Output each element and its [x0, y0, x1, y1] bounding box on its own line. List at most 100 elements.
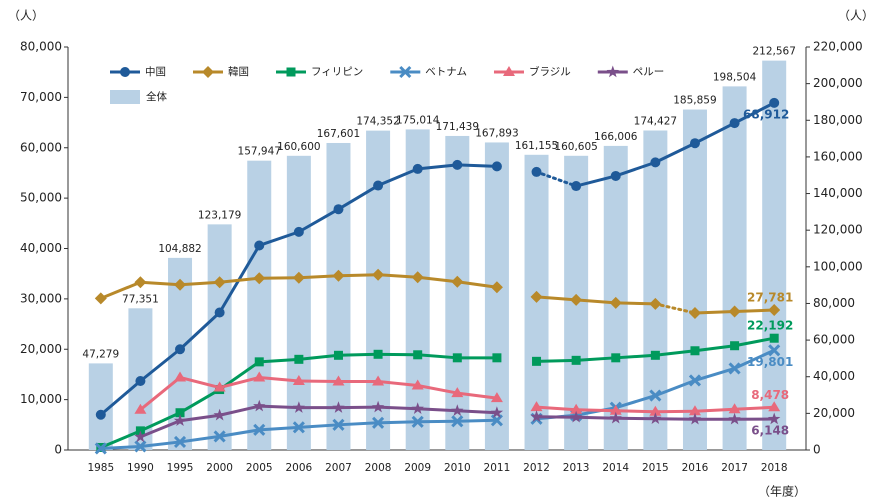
bar-value-label: 160,600 [277, 141, 320, 153]
marker [371, 400, 385, 413]
x-tick-label: 2012 [523, 462, 550, 474]
line-segment [457, 391, 498, 400]
marker [688, 306, 701, 319]
bar-value-label: 123,179 [198, 209, 241, 221]
marker [333, 204, 344, 215]
y-tick-label: 80,000 [20, 40, 62, 54]
marker [254, 240, 265, 251]
bar [722, 86, 747, 450]
line-segment [576, 298, 616, 305]
marker [134, 403, 147, 414]
line-segment [179, 434, 220, 444]
marker [213, 408, 226, 421]
line-segment [734, 405, 775, 411]
line-segment [298, 379, 339, 383]
marker [174, 371, 187, 382]
marker [531, 166, 542, 177]
x-tick-label: 2008 [365, 462, 392, 474]
line-segment [615, 394, 656, 410]
line-segment [378, 352, 418, 357]
marker [95, 409, 106, 420]
line-segment [179, 376, 221, 389]
marker [202, 66, 214, 78]
line-segment [139, 411, 181, 433]
line-segment [536, 405, 577, 412]
y2-tick-label: 160,000 [813, 149, 863, 163]
marker [649, 389, 662, 402]
marker [490, 281, 503, 294]
x-tick-label: 2007 [325, 462, 352, 474]
line-series: 22,192 [96, 319, 793, 452]
marker [332, 269, 345, 282]
line-segment [576, 408, 616, 413]
marker [134, 276, 147, 289]
marker [134, 430, 147, 443]
marker [253, 272, 266, 285]
line-segment [140, 280, 181, 287]
marker [411, 271, 424, 284]
line-segment [259, 357, 299, 364]
line-segment [258, 230, 300, 247]
line-segment [575, 174, 617, 188]
line-segment [734, 308, 775, 313]
x-tick-label: 2016 [682, 462, 709, 474]
line-segment [298, 353, 339, 361]
marker [606, 65, 619, 78]
bar [445, 135, 470, 450]
marker [728, 305, 741, 318]
marker [372, 268, 385, 281]
line-segment [655, 409, 695, 414]
bar [682, 109, 707, 451]
bar-value-label: 167,893 [475, 127, 518, 139]
bar-value-label: 157,947 [238, 146, 281, 158]
bar-value-label: 167,601 [317, 128, 360, 140]
line-segment [139, 376, 181, 411]
marker [730, 341, 740, 351]
x-tick-label: 2015 [642, 462, 669, 474]
line-segment [655, 417, 695, 421]
line-segment [378, 405, 418, 411]
x-tick-label: 2000 [206, 462, 233, 474]
marker [372, 416, 385, 429]
x-tick-label: 1985 [87, 462, 114, 474]
line-segment [653, 302, 697, 315]
bar [405, 129, 430, 450]
marker [413, 350, 423, 360]
legend-label: フィリピン [311, 66, 363, 78]
y-tick-label: 10,000 [20, 392, 62, 406]
marker [728, 412, 741, 425]
line-segment [338, 421, 379, 427]
x-tick-label: 2005 [246, 462, 273, 474]
line-segment [694, 366, 736, 382]
marker [372, 375, 385, 386]
x-tick-label: 2013 [563, 462, 590, 474]
line-segment [535, 170, 578, 188]
y2-tick-label: 100,000 [813, 259, 863, 273]
marker [373, 180, 384, 191]
line-segment [417, 384, 458, 395]
line-segment [734, 336, 775, 348]
marker [768, 412, 781, 425]
marker [452, 353, 462, 363]
line-segment [615, 353, 656, 360]
line-segment [298, 274, 339, 280]
line-value-label: 6,148 [751, 424, 789, 438]
line-segment [99, 379, 142, 416]
y-tick-label: 60,000 [20, 140, 62, 154]
bar-value-label: 171,439 [436, 121, 479, 133]
line-segment [536, 415, 577, 419]
line-segment [457, 163, 497, 168]
marker [570, 410, 583, 423]
x-tick-label: 2009 [404, 462, 431, 474]
marker [451, 415, 464, 428]
marker [333, 350, 343, 360]
line-segment [457, 409, 497, 415]
bar [484, 142, 509, 450]
line-segment [298, 207, 340, 234]
bar-value-label: 166,006 [594, 131, 638, 143]
line-segment [536, 295, 577, 302]
bar [643, 130, 668, 450]
line-segment [694, 344, 735, 353]
line-segment [694, 407, 735, 413]
line-segment [139, 419, 181, 439]
